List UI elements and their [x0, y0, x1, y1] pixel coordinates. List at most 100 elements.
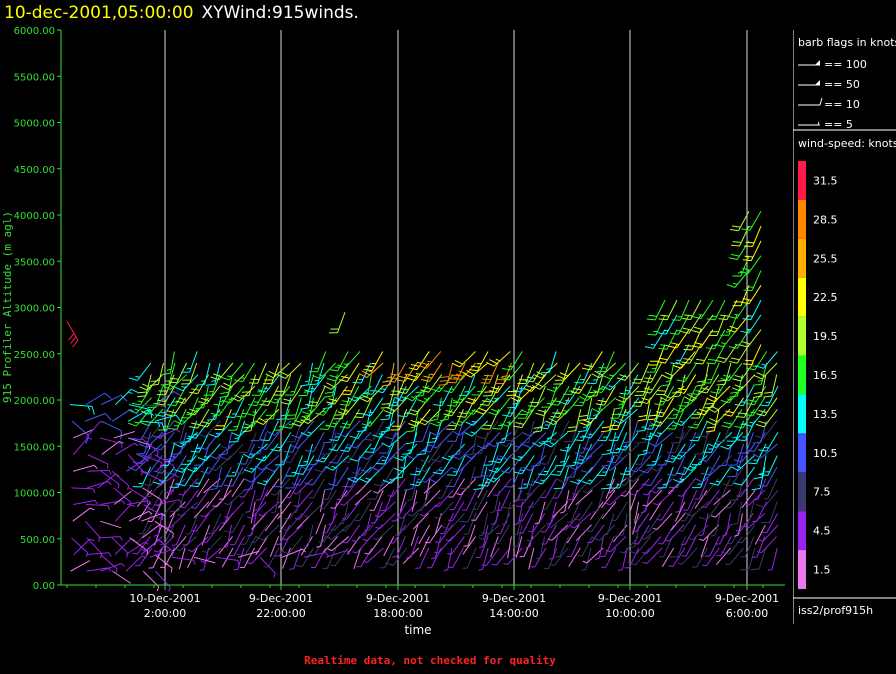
- wind-barb: [322, 386, 337, 410]
- wind-barb: [641, 374, 663, 394]
- wind-barb: [257, 432, 280, 451]
- wind-barb: [349, 443, 372, 462]
- wind-barb: [208, 466, 222, 491]
- speed-color-swatch: [798, 199, 806, 239]
- wind-barb: [701, 489, 720, 509]
- wind-barb: [171, 524, 186, 546]
- wind-barb: [697, 420, 721, 438]
- wind-barb: [166, 455, 187, 475]
- wind-barb: [728, 374, 743, 398]
- wind-barb: [330, 512, 350, 531]
- wind-barb: [342, 524, 361, 544]
- wind-barb: [198, 408, 221, 428]
- wind-barb: [169, 490, 186, 512]
- wind-barb: [491, 501, 501, 526]
- wind-barb: [171, 556, 196, 565]
- wind-barb: [189, 466, 209, 488]
- wind-barb: [523, 374, 547, 392]
- wind-barb: [730, 455, 755, 471]
- wind-barb: [744, 489, 766, 506]
- wind-barb: [547, 524, 569, 541]
- wind-barb: [446, 409, 464, 430]
- wind-barb: [126, 458, 150, 472]
- wind-barb: [407, 501, 430, 517]
- wind-barb: [481, 455, 499, 477]
- wind-barb: [370, 455, 395, 472]
- wind-barb: [761, 501, 778, 524]
- wind-barb: [676, 362, 698, 383]
- wind-barb: [202, 536, 222, 553]
- wind-barb: [501, 501, 512, 525]
- wind-barb: [532, 409, 546, 433]
- wind-barb: [757, 466, 778, 487]
- wind-barb: [191, 513, 210, 532]
- wind-barb: [755, 408, 778, 428]
- wind-barb: [490, 536, 499, 558]
- wind-barb: [300, 362, 314, 387]
- wind-barb: [631, 362, 650, 384]
- wind-barb: [763, 478, 778, 500]
- x-tick-date: 9-Dec-2001: [715, 592, 779, 605]
- wind-barb: [257, 374, 280, 393]
- wind-barb: [496, 489, 511, 511]
- wind-barb: [193, 501, 210, 519]
- wind-barb: [240, 524, 257, 545]
- wind-barb: [631, 513, 650, 532]
- wind-barb: [406, 536, 419, 559]
- wind-barb: [381, 431, 407, 448]
- wind-barb: [271, 466, 291, 488]
- wind-barb: [588, 374, 604, 397]
- wind-barb: [171, 432, 187, 455]
- wind-barb: [336, 420, 361, 438]
- wind-barb: [149, 362, 164, 386]
- wind-barb: [341, 374, 360, 396]
- y-tick-label: 500.00: [20, 535, 55, 546]
- wind-barb: [608, 420, 627, 442]
- wind-barb: [492, 478, 512, 497]
- wind-barb: [160, 443, 175, 467]
- wind-barb: [286, 397, 302, 420]
- wind-barb: [255, 443, 279, 462]
- wind-barb: [661, 362, 675, 387]
- wind-barb: [264, 513, 279, 532]
- wind-barb: [520, 420, 535, 444]
- wind-barb: [705, 329, 726, 350]
- wind-barb: [270, 432, 292, 452]
- wind-barb: [181, 443, 199, 465]
- barb-legend-label: == 100: [824, 58, 867, 71]
- wind-barb: [754, 524, 766, 545]
- wind-barb: [462, 536, 476, 555]
- wind-barb: [156, 428, 181, 439]
- wind-barb: [360, 455, 384, 473]
- wind-barb: [456, 478, 477, 496]
- wind-barb: [203, 478, 221, 494]
- wind-barb: [202, 524, 221, 543]
- wind-barb: [247, 513, 257, 537]
- wind-barb: [743, 270, 762, 292]
- wind-barb: [753, 478, 767, 501]
- wind-barb: [286, 420, 303, 443]
- wind-barb: [396, 362, 418, 382]
- wind-barb: [690, 397, 708, 419]
- wind-barb: [559, 432, 580, 452]
- wind-barb: [731, 374, 756, 392]
- wind-barb: [303, 524, 314, 548]
- wind-barbs: [66, 211, 779, 592]
- wind-barb: [721, 513, 732, 537]
- wind-barb: [746, 351, 768, 371]
- wind-barb: [127, 409, 154, 422]
- wind-barb: [239, 478, 257, 498]
- wind-barb: [692, 299, 714, 320]
- wind-barb: [430, 536, 442, 560]
- wind-barb: [525, 478, 546, 496]
- wind-barb: [115, 388, 140, 405]
- wind-barb: [209, 420, 233, 438]
- barb-legend-label: == 5: [824, 118, 853, 131]
- wind-barb: [667, 432, 685, 454]
- wind-barb: [502, 351, 523, 371]
- wind-barb: [256, 478, 269, 501]
- wind-barb: [66, 321, 79, 348]
- wind-barb: [171, 420, 187, 444]
- wind-barb: [266, 455, 290, 472]
- wind-barb: [434, 536, 454, 554]
